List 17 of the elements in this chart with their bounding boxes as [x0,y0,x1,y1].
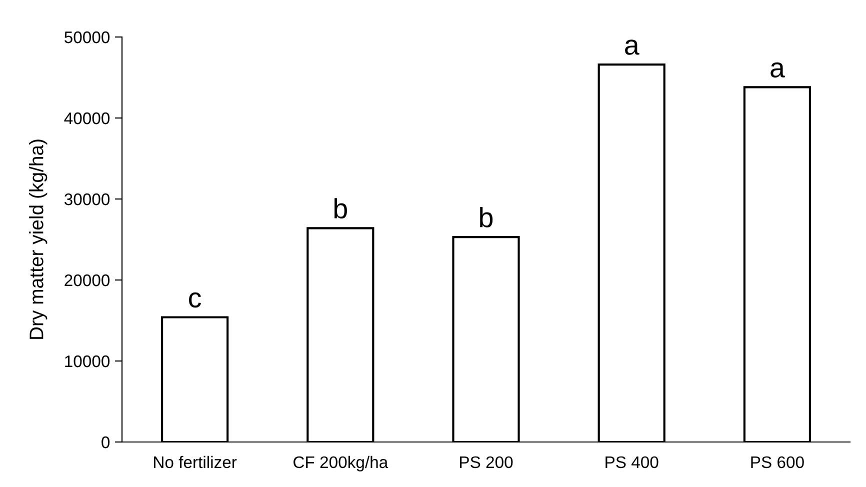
annotation: c [189,292,202,308]
x-tick-label: PS 600 [751,456,804,468]
x-tick-label: CF 200kg/ha [294,456,388,472]
annotation: b [334,198,347,219]
x-tick-label: PS 400 [606,456,658,468]
y-tick-label: 20000 [64,274,110,286]
y-tick-label: 50000 [64,31,110,44]
y-tick-label: 30000 [64,193,110,206]
x-tick-label: No fertilizer [154,456,237,468]
y-tick-label: 0 [102,436,110,448]
annotation: a [770,62,785,78]
x-tick-label: PS 200 [460,456,513,468]
y-axis-title: Dry matter yield (kg/ha) [29,140,48,339]
y-tick-label: 40000 [64,112,110,124]
annotation: b [480,207,493,228]
annotation: a [625,40,640,55]
y-tick-label: 10000 [65,355,110,368]
